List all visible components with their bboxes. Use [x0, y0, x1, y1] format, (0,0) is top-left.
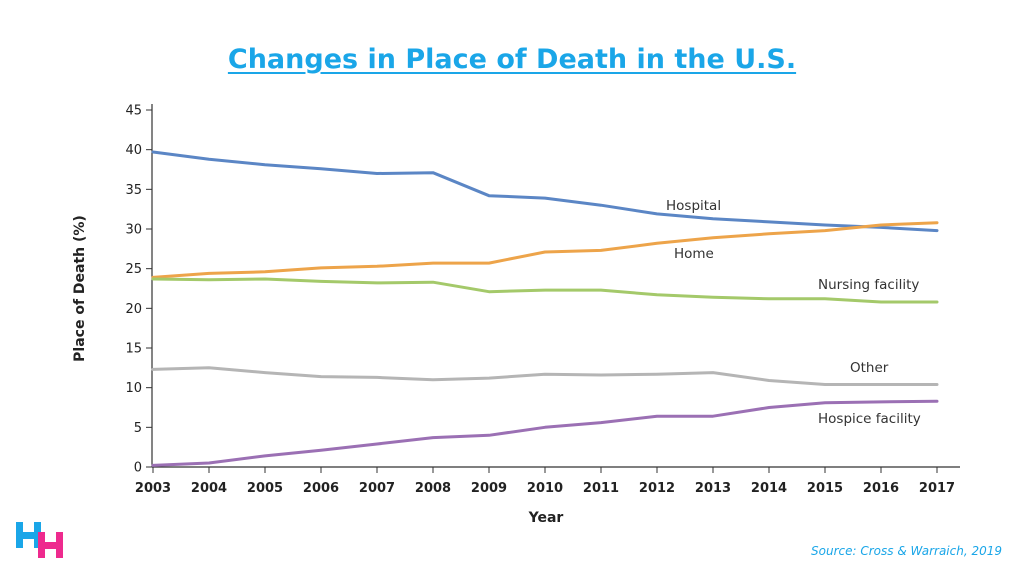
y-tick-label: 20: [125, 302, 142, 317]
source-citation: Source: Cross & Warraich, 2019: [811, 544, 1002, 558]
x-tick-label: 2015: [807, 481, 843, 496]
x-tick-label: 2011: [583, 481, 619, 496]
y-tick-label: 25: [125, 262, 142, 277]
y-tick-label: 30: [125, 223, 142, 238]
x-tick-label: 2017: [919, 481, 955, 496]
y-axis-label: Place of Death (%): [72, 215, 88, 362]
series-line-home: [151, 221, 939, 279]
hh-logo-icon: [16, 522, 63, 558]
x-tick-label: 2013: [695, 481, 731, 496]
y-tick-label: 15: [125, 342, 142, 357]
axes: 0 5 10 15 20 25 30 35 40 45 2003 2004 2005 2006 2007 20…: [125, 104, 960, 496]
series-label-home: Home: [674, 246, 714, 262]
x-axis-label: Year: [528, 510, 564, 526]
series-label-other: Other: [850, 360, 889, 376]
series-line-other: [151, 366, 939, 386]
x-tick-label: 2004: [191, 481, 227, 496]
y-tick-label: 10: [125, 381, 142, 396]
x-tick-label: 2007: [359, 481, 395, 496]
series-label-hospital: Hospital: [666, 198, 721, 214]
series-label-hospice-facility: Hospice facility: [818, 411, 921, 427]
y-tick-label: 45: [125, 104, 142, 119]
series-line-hospice-facility: [151, 399, 939, 467]
x-tick-label: 2005: [247, 481, 283, 496]
y-tick-label: 40: [125, 143, 142, 158]
series-line-nursing-facility: [151, 277, 939, 304]
x-tick-label: 2008: [415, 481, 451, 496]
x-tick-label: 2016: [863, 481, 899, 496]
x-tick-label: 2010: [527, 481, 563, 496]
series-labels: Hospital Home Nursing facility Other Hospice…: [666, 198, 921, 427]
series-line-hospital: [151, 150, 939, 233]
series-lines: [151, 150, 939, 467]
x-tick-label: 2009: [471, 481, 507, 496]
chart-title: Changes in Place of Death in the U.S.: [227, 44, 797, 75]
x-tick-label: 2012: [639, 481, 675, 496]
y-tick-label: 35: [125, 183, 142, 198]
x-tick-label: 2003: [135, 481, 171, 496]
y-tick-label: 0: [134, 461, 142, 476]
x-tick-label: 2014: [751, 481, 787, 496]
x-tick-label: 2006: [303, 481, 339, 496]
series-label-nursing-facility: Nursing facility: [818, 277, 919, 293]
y-tick-label: 5: [134, 421, 142, 436]
